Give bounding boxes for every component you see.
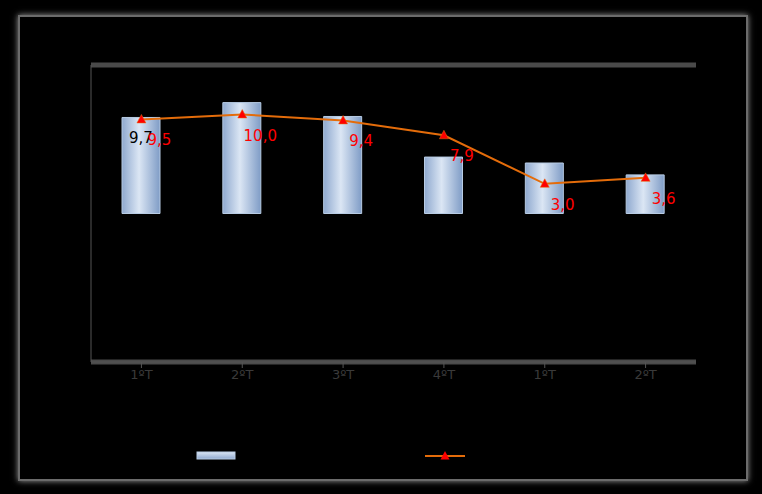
- svg-text:9,4: 9,4: [349, 132, 373, 150]
- svg-text:3ºT: 3ºT: [332, 367, 354, 382]
- svg-text:2ºT: 2ºT: [231, 367, 253, 382]
- svg-text:1ºT: 1ºT: [130, 367, 152, 382]
- svg-text:7,9: 7,9: [450, 147, 474, 165]
- svg-text:4ºT: 4ºT: [433, 367, 455, 382]
- svg-text:2ºT: 2ºT: [634, 367, 656, 382]
- svg-text:3,6: 3,6: [652, 190, 676, 208]
- svg-text:9,5: 9,5: [147, 131, 171, 149]
- svg-text:10,0: 10,0: [244, 127, 277, 145]
- svg-text:3,0: 3,0: [551, 196, 575, 214]
- svg-text:9,7: 9,7: [129, 129, 153, 148]
- svg-text:1ºT: 1ºT: [534, 367, 556, 382]
